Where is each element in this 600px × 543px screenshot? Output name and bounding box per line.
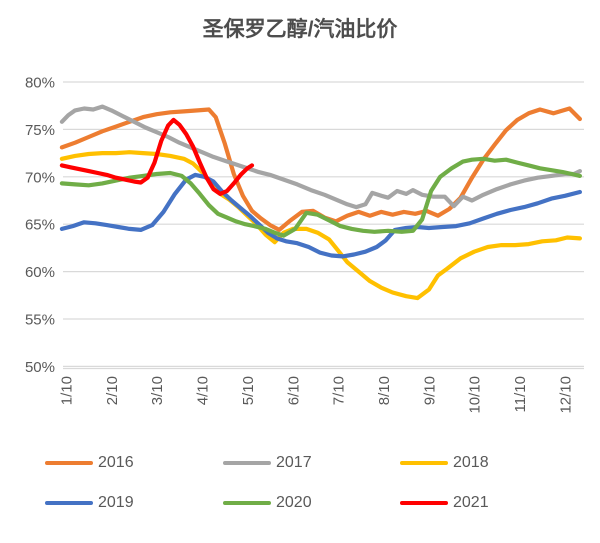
- x-tick-label-7-10: 7/10: [331, 376, 348, 405]
- y-tick-label-80: 80%: [25, 75, 55, 92]
- y-tick-label-60: 60%: [25, 264, 55, 281]
- x-tick-label-6-10: 6/10: [285, 376, 302, 405]
- x-tick-label-3-10: 3/10: [149, 376, 166, 405]
- x-tick-label-8-10: 8/10: [376, 376, 393, 405]
- series-line-2017: [59, 104, 583, 210]
- x-tick-label-12-10: 12/10: [557, 376, 574, 414]
- chart-title: 圣保罗乙醇/汽油比价: [202, 18, 398, 41]
- y-tick-label-50: 50%: [25, 359, 55, 376]
- y-tick-label-65: 65%: [25, 217, 55, 234]
- series-line-2021: [59, 117, 255, 196]
- y-tick-label-75: 75%: [25, 122, 55, 139]
- x-tick-label-2-10: 2/10: [104, 376, 121, 405]
- x-tick-label-9-10: 9/10: [421, 376, 438, 405]
- x-tick-label-1-10: 1/10: [59, 376, 76, 405]
- series-line-2019: [59, 172, 583, 259]
- y-tick-label-70: 70%: [25, 169, 55, 186]
- series-line-2018: [59, 150, 583, 301]
- x-tick-label-4-10: 4/10: [195, 376, 212, 405]
- y-tick-label-55: 55%: [25, 312, 55, 329]
- x-tick-label-5-10: 5/10: [240, 376, 257, 405]
- series-line-2020: [59, 156, 583, 238]
- x-tick-label-11-10: 11/10: [512, 376, 529, 412]
- x-tick-label-10-10: 10/10: [467, 376, 484, 414]
